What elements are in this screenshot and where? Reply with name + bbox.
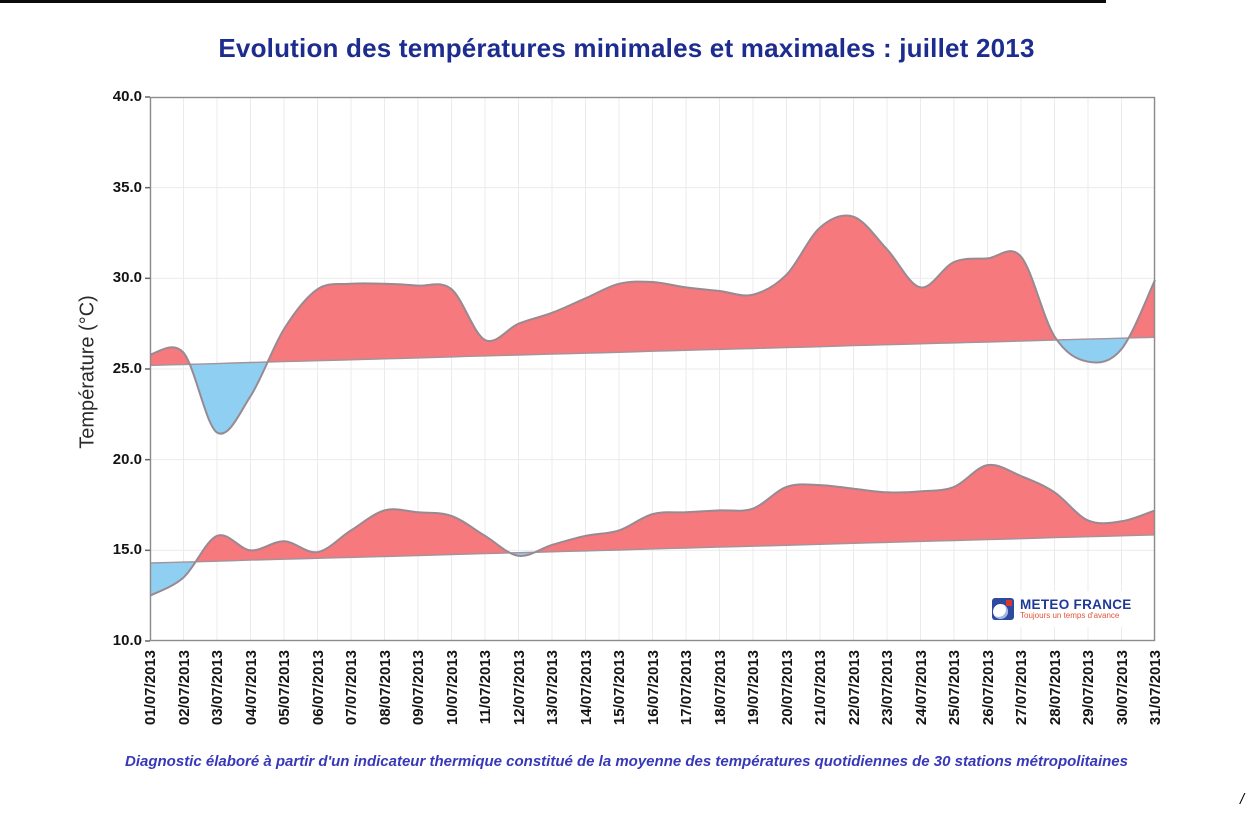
x-tick-label: 12/07/2013 <box>510 650 528 726</box>
x-tick-label: 02/07/2013 <box>175 650 193 726</box>
x-tick-label: 17/07/2013 <box>678 650 695 726</box>
band-max-above-normal <box>150 215 1155 366</box>
x-tick-label: 25/07/2013 <box>946 650 963 726</box>
x-tick-label: 31/07/2013 <box>1147 650 1164 726</box>
x-tick-label: 11/07/2013 <box>477 650 494 725</box>
x-tick-label: 14/07/2013 <box>577 650 595 726</box>
y-tick-label: 15.0 <box>112 541 142 559</box>
logo-name: METEO FRANCE <box>1020 596 1132 612</box>
x-tick-label: 18/07/2013 <box>711 650 729 726</box>
chart-title: Evolution des températures minimales et … <box>218 33 1035 63</box>
band-min-above-normal <box>150 464 1155 564</box>
observed-max-curve <box>149 214 1156 435</box>
observed-min-curve <box>149 463 1156 597</box>
y-tick-label: 20.0 <box>112 450 142 468</box>
x-tick-label: 28/07/2013 <box>1046 650 1064 726</box>
y-tick-label: 10.0 <box>112 632 142 649</box>
x-tick-label: 10/07/2013 <box>443 650 461 726</box>
x-tick-label: 22/07/2013 <box>845 650 863 726</box>
x-tick-label: 19/07/2013 <box>745 650 762 726</box>
x-tick-label: 26/07/2013 <box>979 650 997 726</box>
logo-sphere-icon <box>993 604 1008 619</box>
x-tick-label: 30/07/2013 <box>1113 650 1131 726</box>
x-tick-label: 04/07/2013 <box>242 650 260 726</box>
meteo-france-logo: METEO FRANCE Toujours un temps d'avance <box>988 591 1140 627</box>
y-tick-label: 35.0 <box>112 178 142 196</box>
x-tick-label: 16/07/2013 <box>644 650 662 726</box>
logo-tagline: Toujours un temps d'avance <box>1020 610 1120 620</box>
y-tick-label: 30.0 <box>112 269 142 287</box>
meteo-france-icon <box>992 598 1014 620</box>
corner-mark: / <box>1240 791 1245 808</box>
x-tick-label: 27/07/2013 <box>1013 650 1030 726</box>
y-tick-label: 25.0 <box>112 360 142 377</box>
normal-max-line <box>149 336 1156 367</box>
x-tick-label: 29/07/2013 <box>1080 650 1097 726</box>
y-tick-label: 40.0 <box>112 88 142 105</box>
x-tick-label: 21/07/2013 <box>812 650 829 726</box>
x-tick-label: 06/07/2013 <box>309 650 327 726</box>
x-tick-label: 15/07/2013 <box>611 650 628 726</box>
plot-area <box>145 96 1156 642</box>
x-tick-label: 05/07/2013 <box>276 650 293 726</box>
x-tick-label: 09/07/2013 <box>410 650 427 726</box>
plot-border <box>149 96 1156 642</box>
x-tick-label: 23/07/2013 <box>879 650 896 726</box>
x-tick-label: 03/07/2013 <box>209 650 226 726</box>
top-border-line <box>0 0 1106 3</box>
x-tick-label: 20/07/2013 <box>778 650 796 726</box>
x-tick-label: 01/07/2013 <box>142 650 159 726</box>
logo-red-square-icon <box>1006 600 1012 606</box>
x-tick-label: 08/07/2013 <box>376 650 394 726</box>
x-tick-label: 13/07/2013 <box>544 650 561 726</box>
x-tick-label: 24/07/2013 <box>912 650 930 726</box>
normal-min-line <box>149 534 1156 564</box>
x-tick-label: 07/07/2013 <box>343 650 360 726</box>
footer-note: Diagnostic élaboré à partir d'un indicat… <box>125 753 1128 770</box>
